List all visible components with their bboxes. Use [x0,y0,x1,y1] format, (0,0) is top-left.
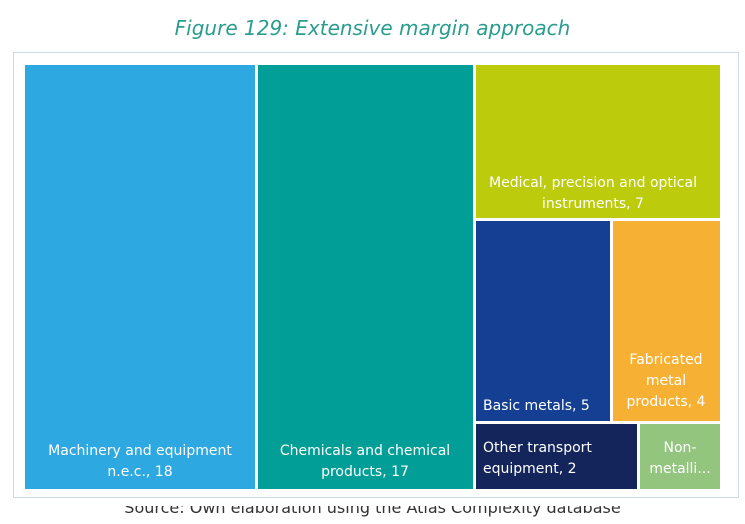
treemap-tile-medical-precision-and-optical-instruments [476,65,720,218]
source-text: Source: Own elaboration using the Atlas … [124,506,621,517]
treemap-label-other-transport-equipment: equipment, 2 [483,461,577,477]
treemap-label-other-transport-equipment: Other transport [483,440,592,456]
treemap-label-fabricated-metal-products: metal [646,373,686,389]
treemap-tile-fabricated-metal-products [613,221,720,421]
treemap-label-machinery-and-equipment-n-e-c: Machinery and equipment [48,443,232,459]
chart-frame [13,52,739,498]
treemap-label-fabricated-metal-products: products, 4 [627,394,706,410]
figure-title: Figure 129: Extensive margin approach [174,16,571,40]
treemap-label-non-metallic: Non- [664,440,697,456]
treemap-label-fabricated-metal-products: Fabricated [629,352,702,368]
treemap-tile-basic-metals [476,221,610,421]
treemap-label-medical-precision-and-optical-instruments: Medical, precision and optical [489,175,697,191]
treemap-label-chemicals-and-chemical-products: products, 17 [321,464,409,480]
treemap-label-basic-metals: Basic metals, 5 [483,398,590,414]
treemap-label-non-metallic: metalli... [649,461,710,477]
treemap-label-chemicals-and-chemical-products: Chemicals and chemical [280,443,450,459]
source-note: Source: Own elaboration using the Atlas … [0,506,745,524]
treemap-tile-non-metallic [640,424,720,489]
treemap-label-machinery-and-equipment-n-e-c: n.e.c., 18 [107,464,172,480]
treemap-tile-other-transport-equipment [476,424,637,489]
treemap-label-medical-precision-and-optical-instruments: instruments, 7 [542,196,644,212]
treemap-tile-chemicals-and-chemical-products [258,65,473,489]
treemap-tile-machinery-and-equipment-n-e-c [25,65,255,489]
